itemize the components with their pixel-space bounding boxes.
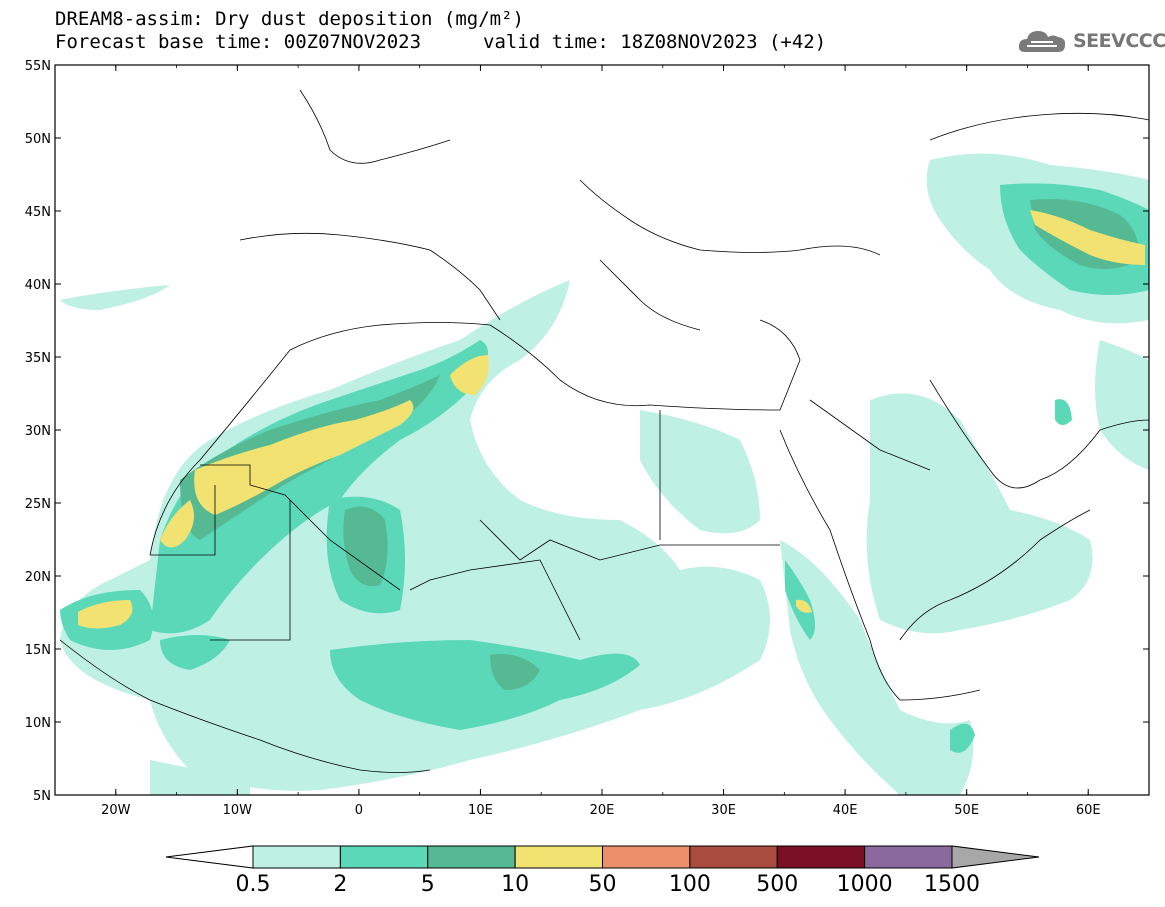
lon-label: 20W <box>101 803 131 818</box>
cloud-icon <box>1018 31 1066 52</box>
seevccc-logo: SEEVCCC <box>1017 26 1165 58</box>
colorbar-box <box>776 845 866 869</box>
lat-label: 5N <box>33 789 51 804</box>
colorbar-label: 50 <box>589 872 617 897</box>
lat-label: 10N <box>25 716 51 731</box>
colorbar-label: 500 <box>756 872 798 897</box>
colorbar-label: 0.5 <box>236 872 271 897</box>
lat-label: 20N <box>25 570 51 585</box>
lon-label: 10W <box>223 803 253 818</box>
colorbar-box <box>864 845 953 869</box>
colorbar: 0.5 2 5 10 50 100 500 1000 1500 <box>165 845 1040 897</box>
lat-label: 25N <box>25 497 51 512</box>
lat-label: 30N <box>25 424 51 439</box>
colorbar-box <box>602 845 691 869</box>
lon-label: 30E <box>711 803 736 818</box>
lat-label: 45N <box>25 205 51 220</box>
lon-label: 10E <box>468 803 493 818</box>
colorbar-label: 1000 <box>837 872 893 897</box>
forecast-base-time: Forecast base time: 00Z07NOV2023 <box>55 31 422 53</box>
colorbar-label: 100 <box>669 872 711 897</box>
lat-label: 40N <box>25 278 51 293</box>
colorbar-max-arrow <box>951 845 1040 869</box>
lat-label: 15N <box>25 643 51 658</box>
dust-fields <box>60 153 1149 795</box>
colorbar-box <box>427 845 516 869</box>
colorbar-box <box>252 845 341 869</box>
colorbar-label: 2 <box>333 872 347 897</box>
lat-label: 35N <box>25 351 51 366</box>
lat-label: 55N <box>25 59 51 74</box>
logo-text: SEEVCCC <box>1073 30 1165 52</box>
colorbar-label: 5 <box>421 872 435 897</box>
map-axes: 55N 50N 45N 40N 35N 30N 25N 20N 15N 10N 5N 20W 10W 0 1… <box>25 59 1150 818</box>
lon-label: 50E <box>954 803 979 818</box>
colorbar-box <box>689 845 778 869</box>
coastlines <box>59 89 1149 773</box>
lat-label: 50N <box>25 132 51 147</box>
colorbar-label: 10 <box>501 872 529 897</box>
lon-label: 20E <box>590 803 615 818</box>
lon-label: 60E <box>1076 803 1101 818</box>
colorbar-min-arrow <box>165 845 254 869</box>
valid-time: valid time: 18Z08NOV2023 (+42) <box>483 31 827 53</box>
lon-label: 40E <box>833 803 858 818</box>
colorbar-label: 1500 <box>924 872 980 897</box>
lon-label: 0 <box>355 803 363 818</box>
colorbar-box <box>339 845 429 869</box>
map-title: DREAM8-assim: Dry dust deposition (mg/m²… <box>55 8 524 30</box>
deposition-10-50 <box>78 210 1145 629</box>
colorbar-box <box>514 845 603 869</box>
